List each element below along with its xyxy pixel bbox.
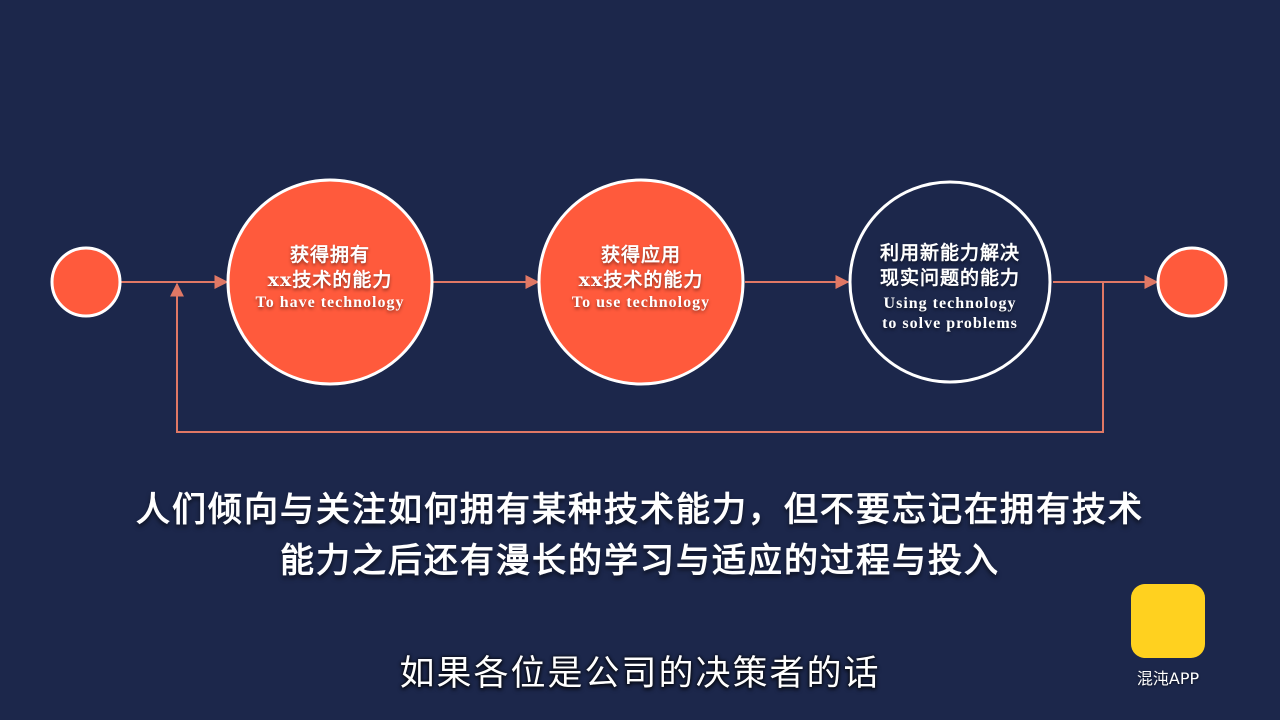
node-use-title-1: 获得应用 [600,244,681,266]
node-solve-subtitle-2: to solve problems [882,315,1018,332]
node-have-title-2: xx技术的能力 [267,269,393,291]
app-logo-label: 混沌APP [1136,669,1200,688]
node-use-title-2: xx技术的能力 [578,269,704,291]
node-have-label: 获得拥有 xx技术的能力 To have technology [230,246,430,311]
node-have-title-1: 获得拥有 [289,244,370,266]
node-solve-title-2: 现实问题的能力 [879,267,1020,289]
node-use-label: 获得应用 xx技术的能力 To use technology [541,246,741,311]
node-use-subtitle: To use technology [571,294,711,311]
node-solve-title-1: 利用新能力解决 [879,242,1020,264]
caption-line-2: 能力之后还有漫长的学习与适应的过程与投入 [280,541,1000,581]
node-have-subtitle: To have technology [255,294,405,311]
video-subtitle: 如果各位是公司的决策者的话 [399,654,881,694]
start-node [50,246,122,318]
caption-line-1: 人们倾向与关注如何拥有某种技术能力，但不要忘记在拥有技术 [136,490,1144,530]
node-solve-problems [848,180,1052,384]
node-solve-label: 利用新能力解决 现实问题的能力 Using technology to solv… [850,244,1050,332]
feedback-loop-connector [170,282,1104,433]
app-logo [1131,584,1205,658]
node-have-technology [226,178,434,386]
node-use-technology [537,178,745,386]
node-solve-subtitle-1: Using technology [883,295,1017,312]
end-node [1156,246,1228,318]
